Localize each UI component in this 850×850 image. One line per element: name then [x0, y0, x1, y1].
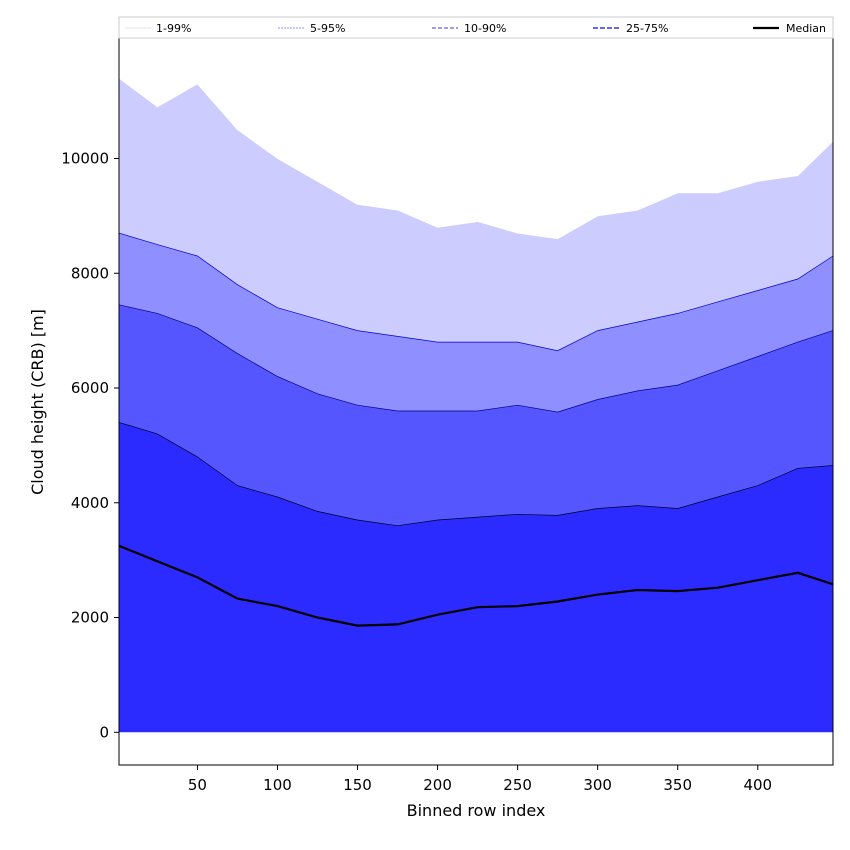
- band-edge-5-95pct: [118, 232, 834, 352]
- x-tick-label: 100: [263, 776, 292, 794]
- x-axis-title: Binned row index: [407, 801, 546, 820]
- y-tick-label: 6000: [71, 379, 109, 397]
- median-line: [118, 544, 834, 627]
- band-edge-10-90pct: [118, 304, 834, 413]
- band-edge-1-99pct: [118, 77, 834, 240]
- x-tick-label: 50: [188, 776, 207, 794]
- legend-label: 10-90%: [464, 22, 506, 35]
- y-tick-label: 2000: [71, 609, 109, 627]
- legend-label: Median: [786, 22, 826, 35]
- y-axis: 0 2000 4000 6000 8000 10000: [61, 149, 119, 741]
- x-tick-label: 150: [343, 776, 372, 794]
- x-tick-label: 400: [743, 776, 772, 794]
- x-tick-label: 300: [583, 776, 612, 794]
- legend-label: 5-95%: [310, 22, 345, 35]
- x-axis: 50 100 150 200 250 300 350 400: [188, 765, 772, 794]
- band-25-75pct: [119, 422, 833, 733]
- band-edge-25-75pct: [118, 422, 834, 527]
- legend-frame: [118, 16, 834, 39]
- legend-label: 1-99%: [156, 22, 191, 35]
- y-tick-label: 10000: [61, 149, 109, 167]
- x-tick-label: 200: [423, 776, 452, 794]
- legend: 1-99% 5-95% 10-90% 25-75% Median: [118, 16, 834, 39]
- band-layer: [118, 77, 834, 733]
- x-tick-label: 350: [663, 776, 692, 794]
- y-tick-label: 0: [99, 723, 109, 741]
- legend-label: 25-75%: [626, 22, 668, 35]
- y-tick-label: 4000: [71, 494, 109, 512]
- y-tick-label: 8000: [71, 264, 109, 282]
- x-tick-label: 250: [503, 776, 532, 794]
- median-layer: [118, 544, 834, 627]
- y-axis-title: Cloud height (CRB) [m]: [28, 309, 47, 495]
